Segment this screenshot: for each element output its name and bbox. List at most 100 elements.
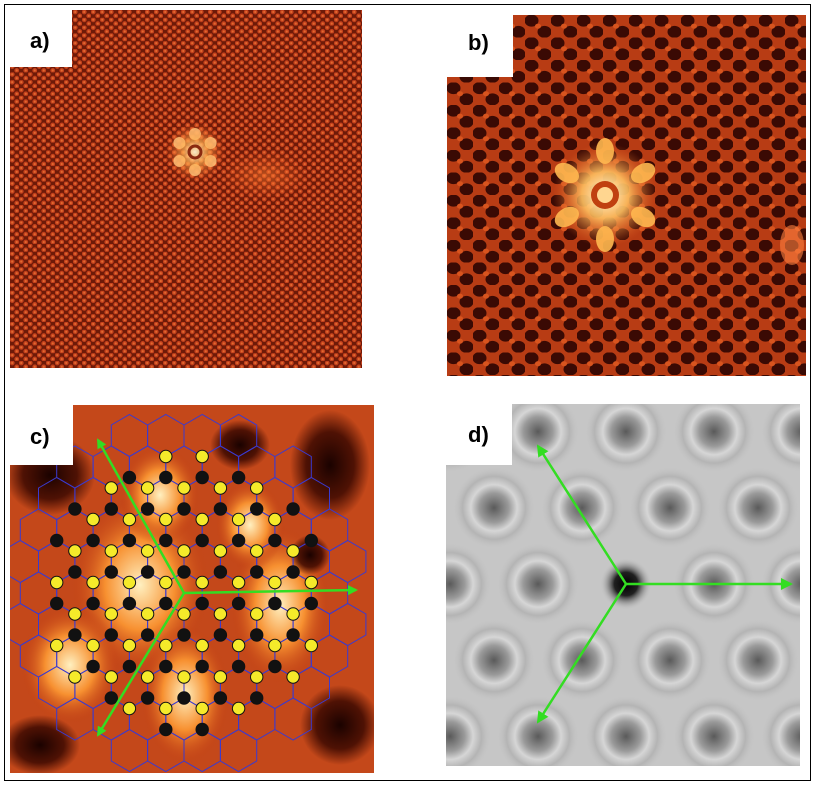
panel-c-atom-yellow (304, 575, 318, 590)
panel-c-atom-black (104, 628, 119, 642)
panel-c-atom-yellow (140, 544, 155, 558)
panel-c-atom-yellow (250, 481, 264, 495)
panel-c-atom-black (104, 691, 119, 705)
panel-c-atom-yellow (286, 544, 300, 558)
panel-d-ring-feature (496, 404, 580, 474)
panel-c-atom-yellow (231, 638, 246, 653)
panel-c-atom-yellow (250, 544, 264, 558)
panel-c-atom-yellow (104, 544, 119, 558)
panel-d-ring-feature (496, 694, 580, 766)
panel-c-atom-yellow (159, 449, 173, 464)
panel-c-atom-black (50, 596, 64, 611)
panel-c-atom-black (122, 470, 137, 485)
panel-b-label: b) (468, 30, 489, 55)
panel-c-atom-black (304, 596, 318, 611)
panel-c-atom-yellow (213, 481, 228, 495)
panel-c-atom-black (68, 628, 82, 642)
panel-c-atom-black (231, 596, 246, 611)
panel-c-atom-black (86, 659, 100, 674)
panel-d-ring-feature (716, 618, 800, 703)
panel-c-dark-region (10, 715, 80, 773)
panel-c-atom-yellow (50, 638, 64, 653)
panel-c-atom-yellow (195, 575, 209, 590)
panel-b-edge-spot (780, 225, 804, 265)
panel-c-atom-yellow (268, 638, 282, 653)
panel-d-ring-feature (446, 542, 492, 626)
panel-c-atom-yellow (195, 512, 209, 527)
panel-a-label: a) (30, 28, 50, 53)
panel-c-atom-black (195, 596, 209, 611)
panel-c-atom-black (268, 659, 282, 674)
panel-c-atom-black (213, 565, 228, 579)
panel-c-atom-black (231, 659, 246, 674)
panel-c-atom-yellow (177, 481, 191, 495)
panel-c-atom-black (86, 533, 100, 548)
panel-c-atom-black (268, 596, 282, 611)
panel-c-atom-yellow (195, 701, 209, 716)
panel-c-bright-region (215, 480, 285, 570)
panel-c-atom-black (250, 691, 264, 705)
panel-c-atom-yellow (304, 638, 318, 653)
panel-d-ring-feature (452, 618, 536, 703)
panel-c-atom-black (122, 596, 137, 611)
panel-c-atom-black (195, 659, 209, 674)
panel-c-atom-yellow (213, 544, 228, 558)
panel-d-ring-feature (672, 404, 756, 474)
panel-c-atom-yellow (122, 701, 137, 716)
panel-c-bright-region (120, 445, 200, 545)
panel-d-ring-feature (716, 465, 800, 550)
panel-d-ring-feature (452, 465, 536, 550)
panel-b-label-box (447, 15, 513, 77)
panel-c-atom-yellow (104, 607, 119, 621)
panel-c-atom-black (304, 533, 318, 548)
panel-c-atom-black (231, 533, 246, 548)
panel-c-atom-yellow (140, 670, 155, 684)
panel-c-atom-black (159, 659, 173, 674)
panel-c-atom-yellow (86, 575, 100, 590)
panel-d-ring-feature (446, 694, 492, 766)
panel-c-atom-black (104, 502, 119, 516)
panel-c-atom-yellow (231, 512, 246, 527)
panel-c-atom-black (104, 565, 119, 579)
panel-c-atom-black (68, 502, 82, 516)
panel-c-atom-yellow (195, 638, 209, 653)
panel-c-atom-black (250, 502, 264, 516)
panel-c-atom-black (122, 659, 137, 674)
panel-c-lattice-overlay (10, 405, 374, 773)
panel-c-atom-black (177, 502, 191, 516)
panel-c-atom-yellow (231, 701, 246, 716)
panel-c-atom-yellow (250, 670, 264, 684)
panel-d-ring-feature (760, 694, 800, 766)
panel-c-atom-yellow (68, 670, 82, 684)
panel-c-atom-black (122, 533, 137, 548)
panel-c-atom-black (159, 596, 173, 611)
panel-c-atom-black (140, 628, 155, 642)
panel-c-label: c) (30, 424, 50, 449)
panel-a-image (10, 10, 362, 368)
panel-c-direction-arrow (96, 592, 186, 737)
panel-c-atom-black (159, 722, 173, 737)
panel-c-atom-black (140, 502, 155, 516)
panel-d-ring-feature (672, 694, 756, 766)
panel-c-atom-black (68, 565, 82, 579)
panel-c-hexagon (274, 697, 312, 741)
panel-c-atom-black (268, 533, 282, 548)
panel-c-atom-yellow (159, 575, 173, 590)
panel-d-direction-arrow (536, 583, 628, 724)
panel-c-atom-yellow (177, 670, 191, 684)
panel-c-atom-yellow (122, 575, 137, 590)
panel-c-atom-yellow (177, 544, 191, 558)
panel-c-atom-yellow (231, 575, 246, 590)
panel-c-atom-black (231, 470, 246, 485)
panel-a-stm-image (10, 10, 362, 368)
panel-c-atom-yellow (68, 607, 82, 621)
panel-c-atom-yellow (50, 575, 64, 590)
panel-c-atom-yellow (177, 607, 191, 621)
panel-d-ring-feature (496, 542, 580, 626)
panel-c-atom-yellow (159, 701, 173, 716)
panel-c-atom-black (177, 565, 191, 579)
panel-c-atom-black (195, 470, 209, 485)
panel-c-atom-black (159, 470, 173, 485)
panel-c-atom-yellow (140, 481, 155, 495)
panel-c-atom-black (286, 502, 300, 516)
